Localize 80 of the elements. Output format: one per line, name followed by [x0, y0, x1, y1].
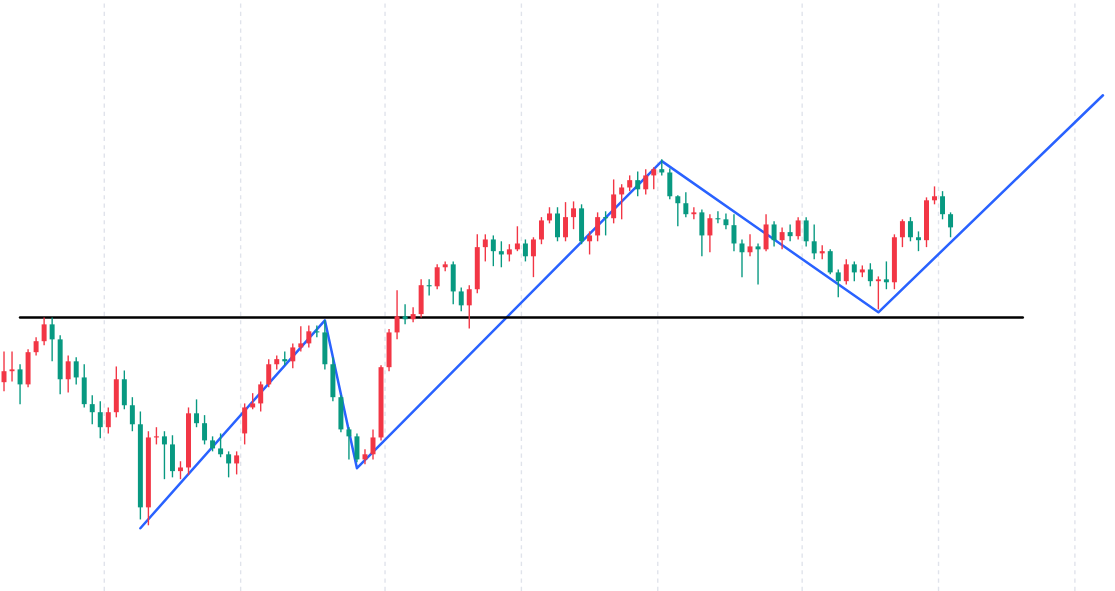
- candlestick: [811, 223, 817, 260]
- candlestick: [571, 200, 577, 230]
- candlestick: [843, 258, 849, 286]
- candlestick: [105, 406, 111, 435]
- candlestick: [787, 223, 793, 242]
- candlestick: [530, 236, 536, 278]
- candlestick: [458, 286, 464, 312]
- candlestick: [795, 216, 801, 241]
- candlestick: [723, 212, 729, 230]
- candlestick: [643, 168, 649, 196]
- candlestick: [41, 316, 47, 346]
- candlestick: [555, 206, 560, 242]
- candlestick: [129, 396, 135, 432]
- candlestick: [202, 414, 208, 446]
- candlestick: [731, 213, 737, 252]
- candlestick: [218, 432, 224, 458]
- candlestick: [394, 289, 400, 341]
- candlestick: [635, 170, 641, 197]
- candlestick: [17, 363, 23, 405]
- candlestick: [314, 324, 320, 338]
- candlestick: [522, 238, 528, 263]
- candlestick: [611, 178, 617, 225]
- candlestick: [595, 211, 601, 242]
- candlestick: [915, 230, 921, 252]
- candlestick: [667, 167, 673, 200]
- candlestick: [49, 316, 55, 363]
- candlestick: [290, 342, 296, 369]
- candlestick: [940, 190, 946, 221]
- candlestick: [907, 216, 913, 242]
- candlestick: [651, 166, 657, 191]
- candlestick: [603, 210, 609, 237]
- candlestick: [538, 216, 544, 245]
- candlestick: [194, 398, 200, 428]
- candlestick: [73, 356, 79, 386]
- candlestick: [803, 216, 809, 248]
- candlestick: [827, 248, 833, 275]
- candlestick: [675, 194, 681, 227]
- candlestick: [691, 206, 697, 221]
- candlestick: [747, 233, 753, 257]
- candlestick: [466, 284, 472, 330]
- candlestick: [899, 218, 905, 248]
- candlestick: [9, 350, 15, 383]
- candlestick: [715, 210, 721, 225]
- candlestick: [707, 213, 713, 253]
- candlestick: [771, 220, 777, 248]
- candlestick: [875, 275, 881, 311]
- candlestick: [755, 242, 761, 286]
- candlestick: [490, 234, 496, 267]
- candlestick: [266, 358, 272, 389]
- candlestick: [402, 303, 408, 326]
- candlestick: [883, 260, 889, 290]
- candlestick: [514, 225, 520, 252]
- candlestick: [234, 450, 240, 476]
- candlestick: [587, 230, 593, 256]
- candlestick: [779, 226, 785, 251]
- candlestick: [482, 233, 488, 263]
- candlestick: [410, 306, 416, 323]
- candlestick: [434, 263, 440, 290]
- candlestick: [867, 262, 873, 287]
- candlestick: [835, 268, 841, 298]
- candlestick: [362, 448, 368, 465]
- candlestick: [851, 260, 857, 282]
- candlestick: [354, 432, 360, 464]
- candlestick: [563, 201, 569, 242]
- candlestick: [226, 450, 232, 479]
- candlestick: [161, 430, 167, 480]
- candlestick: [33, 336, 39, 357]
- candlestick: [89, 394, 95, 425]
- candlestick: [948, 211, 954, 238]
- candlestick: [258, 380, 264, 413]
- candlestick: [699, 208, 705, 257]
- candlestick: [683, 191, 689, 218]
- candlestick: [97, 400, 103, 439]
- candlestick: [426, 278, 432, 297]
- candlestick: [619, 183, 625, 221]
- candlestick: [306, 324, 312, 349]
- candlestick: [498, 240, 504, 268]
- candlestick: [65, 354, 71, 394]
- candlestick: [298, 325, 304, 353]
- candlestick: [346, 426, 352, 461]
